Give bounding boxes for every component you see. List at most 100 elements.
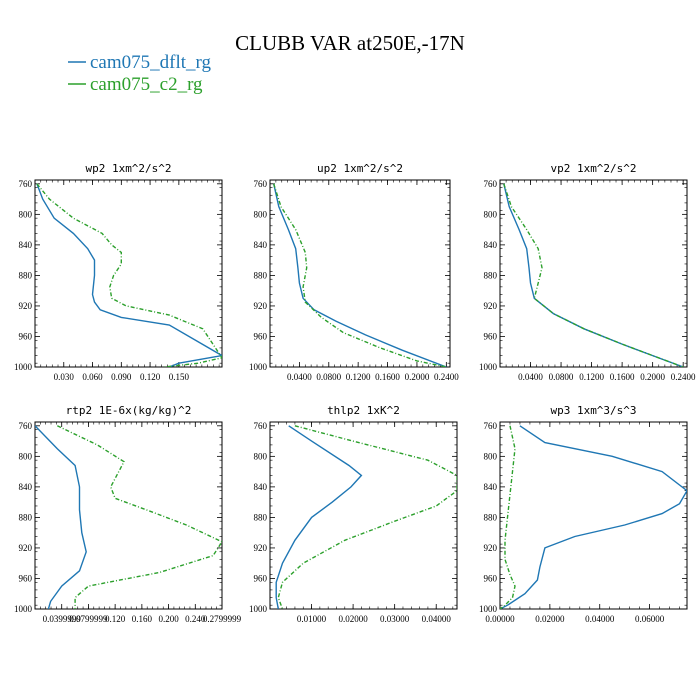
y-tick-label: 880 (19, 270, 33, 280)
panel-title: up2 1xm^2/s^2 (317, 162, 403, 175)
x-tick-label: 0.200 (158, 614, 179, 624)
y-tick-label: 840 (254, 482, 268, 492)
y-tick-label: 840 (484, 482, 498, 492)
x-tick-label: 0.0400 (518, 372, 543, 382)
x-tick-label: 0.090 (111, 372, 132, 382)
y-tick-label: 920 (19, 543, 33, 553)
y-tick-label: 960 (254, 331, 268, 341)
panel-frame (34, 179, 223, 368)
y-tick-label: 840 (484, 240, 498, 250)
x-tick-label: 0.120 (140, 372, 161, 382)
panel-title: wp2 1xm^2/s^2 (85, 162, 171, 175)
series-line-c2 (277, 425, 457, 609)
y-tick-label: 800 (484, 451, 498, 461)
y-tick-label: 800 (19, 209, 33, 219)
y-tick-label: 760 (19, 179, 33, 189)
x-tick-label: 0.00000 (485, 614, 515, 624)
panel-frame (499, 421, 688, 610)
panels: wp2 1xm^2/s^2 760 800 840 880 920 960 1000 0.030… (14, 162, 696, 624)
legend: cam075_dflt_rg cam075_c2_rg (68, 52, 212, 95)
x-tick-label: 0.120 (105, 614, 126, 624)
series-line-dflt (36, 183, 222, 367)
x-tick-label: 0.0400 (287, 372, 312, 382)
panel-frame (499, 179, 688, 368)
y-tick-label: 1000 (249, 604, 268, 614)
x-tick-label: 0.1600 (375, 372, 400, 382)
panel-2: vp2 1xm^2/s^2 760 800 840 880 920 960 1000 0.040… (479, 162, 696, 382)
series-line-c2 (273, 183, 447, 367)
x-tick-label: 0.02000 (338, 614, 368, 624)
x-tick-label: 0.030 (54, 372, 75, 382)
y-tick-label: 800 (254, 451, 268, 461)
x-tick-label: 0.06000 (635, 614, 665, 624)
y-tick-label: 760 (19, 421, 33, 431)
x-tick-label: 0.2799999 (203, 614, 242, 624)
y-tick-label: 960 (19, 331, 33, 341)
panel-title: wp3 1xm^3/s^3 (550, 404, 636, 417)
series-line-dflt (273, 183, 447, 367)
panel-4: thlp2 1xK^2 760 800 840 880 920 960 1000 0.01000… (249, 404, 458, 624)
y-tick-label: 800 (254, 209, 268, 219)
y-tick-label: 840 (19, 482, 33, 492)
series-line-c2 (56, 425, 222, 609)
x-tick-label: 0.160 (132, 614, 153, 624)
panel-frame (34, 421, 223, 610)
y-tick-label: 1000 (249, 362, 268, 372)
series-line-dflt (275, 425, 363, 609)
x-tick-label: 0.1200 (346, 372, 371, 382)
legend-label-c2: cam075_c2_rg (90, 74, 203, 95)
y-tick-label: 960 (484, 573, 498, 583)
y-tick-label: 760 (484, 179, 498, 189)
x-tick-label: 0.2000 (640, 372, 665, 382)
y-tick-label: 1000 (14, 362, 33, 372)
y-tick-label: 880 (254, 270, 268, 280)
y-tick-label: 760 (484, 421, 498, 431)
x-tick-label: 0.04000 (585, 614, 615, 624)
panel-title: thlp2 1xK^2 (327, 404, 400, 417)
panel-0: wp2 1xm^2/s^2 760 800 840 880 920 960 1000 0.030… (14, 162, 223, 382)
panel-3: rtp2 1E-6x(kg/kg)^2 760 800 840 880 920 960 100… (14, 404, 242, 624)
series-line-c2 (503, 183, 684, 367)
x-tick-label: 0.2000 (405, 372, 430, 382)
x-tick-label: 0.01000 (297, 614, 327, 624)
y-tick-label: 920 (254, 301, 268, 311)
y-tick-label: 960 (254, 573, 268, 583)
legend-label-dflt: cam075_dflt_rg (90, 52, 212, 73)
x-tick-label: 0.0399999 (43, 614, 82, 624)
y-tick-label: 840 (19, 240, 33, 250)
series-line-c2 (500, 425, 516, 609)
panel-frame (269, 179, 451, 368)
series-line-dflt (503, 183, 684, 367)
y-tick-label: 880 (19, 512, 33, 522)
y-tick-label: 880 (484, 512, 498, 522)
y-tick-label: 880 (254, 512, 268, 522)
panel-frame (269, 421, 458, 610)
y-tick-label: 920 (19, 301, 33, 311)
y-tick-label: 960 (484, 331, 498, 341)
x-tick-label: 0.0800 (549, 372, 574, 382)
y-tick-label: 920 (484, 301, 498, 311)
y-tick-label: 920 (484, 543, 498, 553)
x-tick-label: 0.04000 (422, 614, 452, 624)
y-tick-label: 1000 (479, 604, 498, 614)
x-tick-label: 0.2400 (434, 372, 459, 382)
y-tick-label: 920 (254, 543, 268, 553)
y-tick-label: 1000 (14, 604, 33, 614)
x-tick-label: 0.2400 (671, 372, 696, 382)
y-tick-label: 800 (484, 209, 498, 219)
panel-title: rtp2 1E-6x(kg/kg)^2 (66, 404, 192, 417)
series-line-dflt (35, 425, 87, 609)
y-tick-label: 760 (254, 179, 268, 189)
y-tick-label: 800 (19, 451, 33, 461)
x-tick-label: 0.0800 (316, 372, 341, 382)
series-line-dflt (500, 425, 687, 609)
y-tick-label: 760 (254, 421, 268, 431)
series-line-c2 (36, 183, 222, 367)
y-tick-label: 840 (254, 240, 268, 250)
x-tick-label: 0.060 (82, 372, 103, 382)
panel-1: up2 1xm^2/s^2 760 800 840 880 920 960 1000 0.040… (249, 162, 459, 382)
panel-5: wp3 1xm^3/s^3 760 800 840 880 920 960 10000.000… (479, 404, 688, 624)
y-tick-label: 960 (19, 573, 33, 583)
